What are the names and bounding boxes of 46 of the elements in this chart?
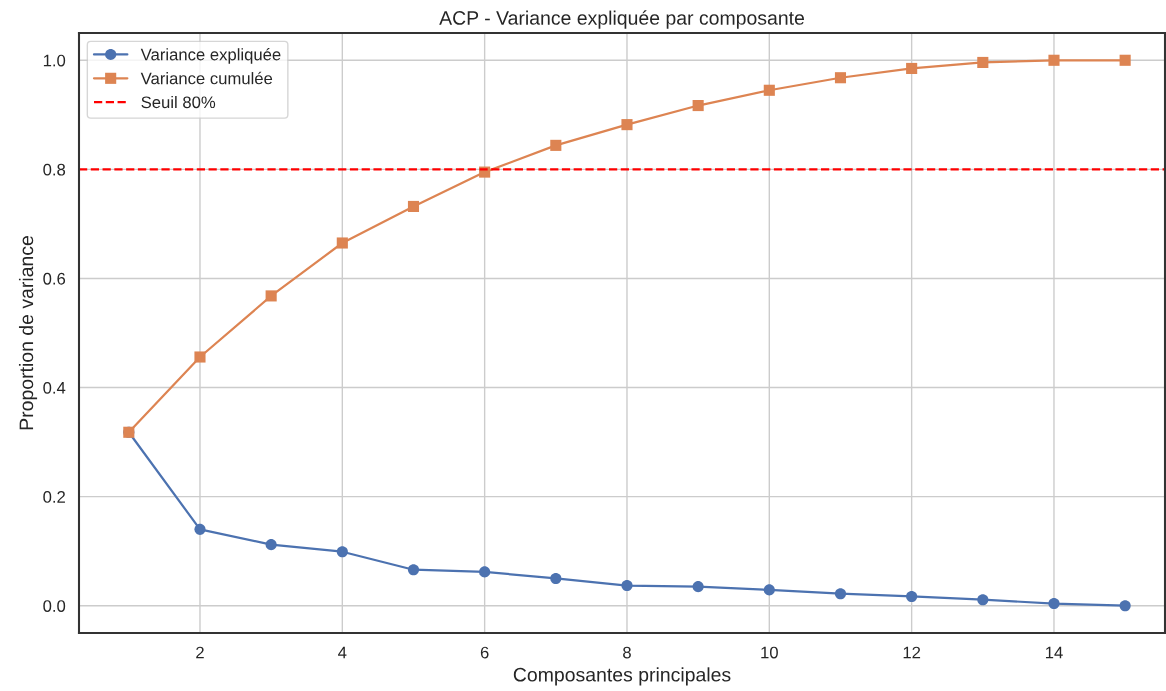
legend-label: Variance cumulée: [140, 71, 273, 85]
point: [906, 590, 918, 603]
y-tick-label: 0.6: [43, 272, 66, 285]
point: [336, 546, 348, 558]
point: [1048, 54, 1060, 66]
point: [977, 594, 989, 606]
x-tick-label: 2: [196, 646, 204, 659]
point: [1119, 54, 1131, 66]
point: [407, 564, 420, 576]
point: [763, 584, 775, 596]
point: [265, 539, 277, 551]
y-axis-title: Proportion de variance: [18, 236, 38, 430]
point: [194, 523, 206, 535]
x-tick-label: 10: [761, 646, 778, 659]
y-tick-label: 0.0: [43, 600, 66, 612]
point: [1048, 597, 1060, 610]
point: [550, 139, 562, 151]
point: [692, 581, 704, 593]
point: [265, 290, 277, 302]
point: [407, 200, 420, 213]
x-tick-label: 6: [480, 646, 489, 659]
point: [550, 572, 562, 585]
chart-title: ACP - Variance expliquée par composante: [439, 10, 804, 29]
legend-label: Seuil 80%: [141, 95, 216, 109]
x-tick-label: 8: [623, 646, 631, 659]
y-tick-label: 0.2: [43, 491, 65, 503]
point: [621, 119, 633, 131]
point: [977, 56, 989, 69]
point: [906, 62, 918, 75]
point: [763, 84, 775, 96]
y-tick-label: 1.0: [43, 54, 66, 67]
point: [692, 99, 704, 112]
x-axis-title: Composantes principales: [513, 667, 731, 686]
point: [1119, 600, 1131, 612]
x-tick-label: 4: [338, 646, 347, 659]
point: [194, 351, 206, 363]
x-tick-label: 12: [903, 646, 921, 659]
y-tick-label: 0.8: [43, 163, 66, 176]
x-tick-label: 14: [1045, 646, 1063, 659]
point: [479, 566, 491, 578]
point: [621, 579, 633, 592]
legend-label: Variance expliquée: [140, 48, 281, 64]
point: [834, 72, 847, 84]
point: [336, 237, 348, 249]
y-tick-label: 0.4: [43, 381, 66, 394]
point: [834, 588, 847, 600]
